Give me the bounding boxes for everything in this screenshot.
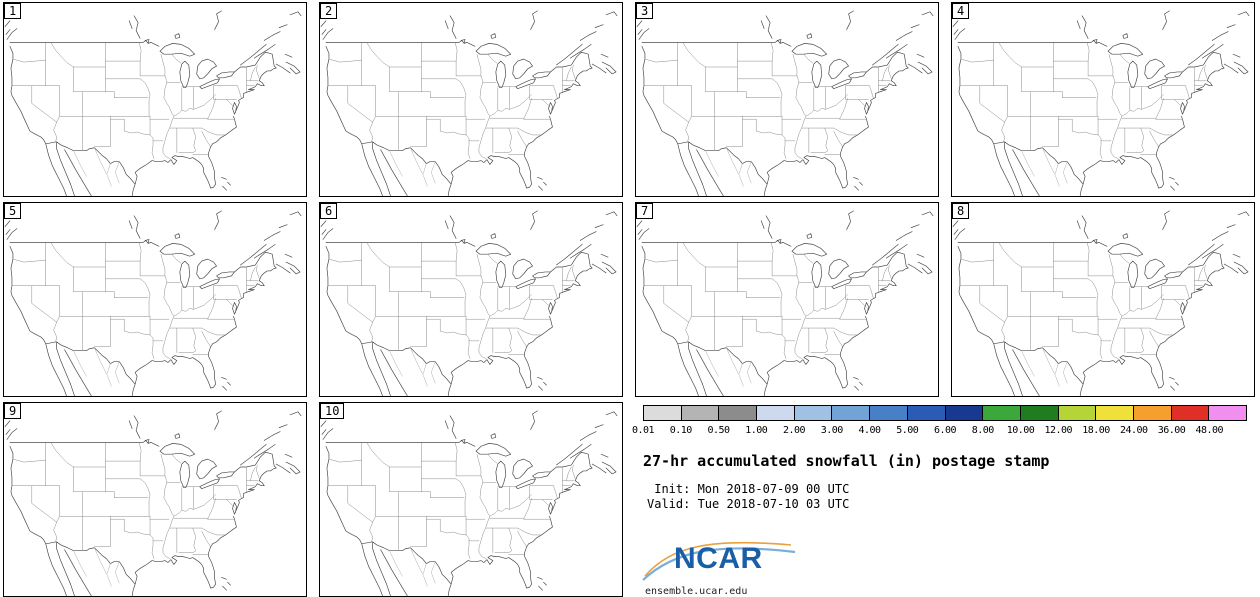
colorbar-tick-label: 8.00: [971, 425, 995, 436]
map-panel: 4: [951, 2, 1255, 197]
colorbar-tick-label: 0.10: [669, 425, 693, 436]
colorbar-segment: [1171, 406, 1210, 420]
us-map-icon: [4, 403, 306, 596]
ensemble-url-text: ensemble.ucar.edu: [645, 586, 748, 597]
colorbar-segment: [1209, 406, 1246, 420]
colorbar-tick-label: 4.00: [858, 425, 881, 436]
init-time-text: Init: Mon 2018-07-09 00 UTC: [647, 482, 850, 496]
colorbar-segment: [794, 406, 833, 420]
colorbar: [643, 405, 1247, 421]
map-panel: 1: [3, 2, 307, 197]
ncar-logo: NCAR: [641, 536, 811, 582]
colorbar-tick-label: 6.00: [933, 425, 957, 436]
map-panel: 2: [319, 2, 623, 197]
map-panel: 9: [3, 402, 307, 597]
colorbar-tick-label: 18.00: [1082, 425, 1110, 436]
colorbar-segment: [1133, 406, 1172, 420]
colorbar-tick-label: 0.01: [631, 425, 655, 436]
us-map-icon: [636, 3, 938, 196]
plot-title: 27-hr accumulated snowfall (in) postage …: [643, 452, 1050, 470]
panel-number: 10: [320, 403, 345, 419]
us-map-icon: [4, 3, 306, 196]
us-map-icon: [320, 203, 622, 396]
colorbar-tick-labels: 0.01 0.10 0.50 1.00 2.00 3.00 4.00 5.00 6.00 8.00…: [632, 425, 1247, 438]
colorbar-segment: [681, 406, 720, 420]
panel-number: 5: [4, 203, 22, 219]
map-panel: 7: [635, 202, 939, 397]
us-map-icon: [320, 403, 622, 596]
ncar-logo-text: NCAR: [674, 542, 763, 575]
colorbar-segment: [1020, 406, 1059, 420]
colorbar-tick-label: 12.00: [1044, 425, 1073, 436]
us-map-icon: [4, 203, 306, 396]
map-panel: 6: [319, 202, 623, 397]
panel-number: 2: [320, 3, 338, 19]
colorbar-segment: [719, 406, 758, 420]
colorbar-tick-label: 10.00: [1006, 425, 1035, 436]
colorbar-segment: [945, 406, 984, 420]
colorbar-segment: [983, 406, 1021, 420]
panel-number: 7: [636, 203, 654, 219]
colorbar-tick-label: 0.50: [707, 425, 730, 436]
us-map-icon: [320, 3, 622, 196]
valid-time-text: Valid: Tue 2018-07-10 03 UTC: [647, 497, 850, 511]
panel-number: 3: [636, 3, 654, 19]
map-panel: 8: [951, 202, 1255, 397]
panel-number: 8: [952, 203, 970, 219]
colorbar-segment: [757, 406, 795, 420]
colorbar-tick-label: 3.00: [820, 425, 844, 436]
colorbar-segment: [870, 406, 908, 420]
colorbar-segment: [1096, 406, 1134, 420]
colorbar-segment: [832, 406, 871, 420]
colorbar-segment: [1058, 406, 1097, 420]
colorbar-tick-label: 5.00: [896, 425, 919, 436]
ncar-logo-swoosh-icon: [642, 541, 796, 581]
panel-number: 9: [4, 403, 22, 419]
colorbar-tick-label: 48.00: [1195, 425, 1224, 436]
map-panel: 5: [3, 202, 307, 397]
panel-number: 6: [320, 203, 338, 219]
colorbar-tick-label: 1.00: [745, 425, 768, 436]
panel-number: 1: [4, 3, 22, 19]
colorbar-segment: [644, 406, 682, 420]
map-panel: 10: [319, 402, 623, 597]
legend-block: 0.01 0.10 0.50 1.00 2.00 3.00 4.00 5.00 6.00 8.00…: [632, 402, 1247, 597]
map-panel: 3: [635, 2, 939, 197]
colorbar-tick-label: 36.00: [1157, 425, 1186, 436]
colorbar-tick-label: 2.00: [782, 425, 806, 436]
us-map-icon: [952, 3, 1254, 196]
us-map-icon: [952, 203, 1254, 396]
panel-number: 4: [952, 3, 970, 19]
colorbar-tick-label: 24.00: [1119, 425, 1148, 436]
us-map-icon: [636, 203, 938, 396]
colorbar-segment: [907, 406, 946, 420]
